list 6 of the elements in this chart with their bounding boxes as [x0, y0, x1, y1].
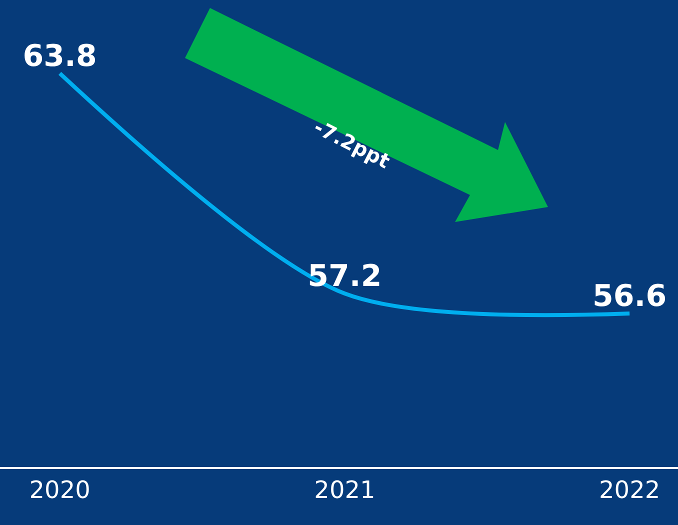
data-label: 56.6 [592, 279, 667, 314]
data-label: 63.8 [22, 38, 97, 74]
x-tick-label: 2020 [29, 476, 90, 504]
x-tick-label: 2022 [599, 476, 660, 504]
x-tick-label: 2021 [314, 476, 376, 504]
data-label: 57.2 [308, 259, 382, 294]
